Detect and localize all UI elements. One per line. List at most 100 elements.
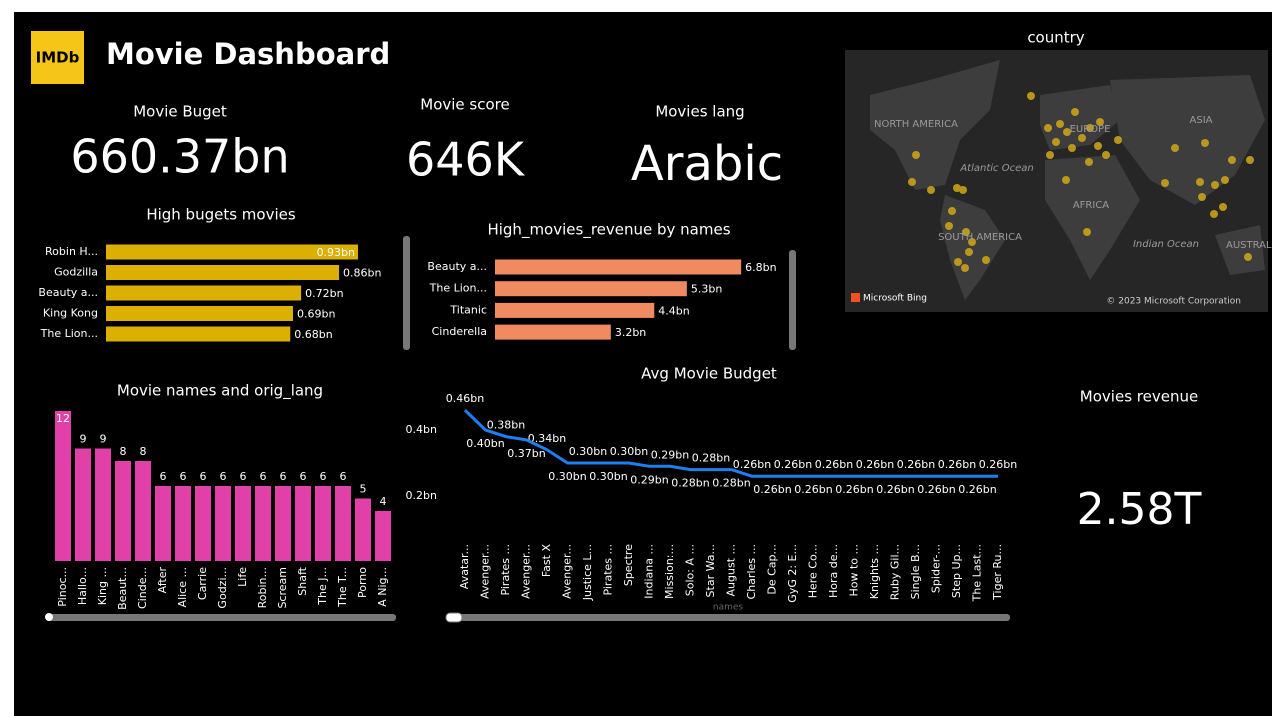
y-tick-label: 0.4bn (406, 423, 437, 436)
category-label: Here Co... (807, 544, 820, 598)
data-label: 0.72bn (305, 287, 343, 300)
data-label: 0.26bn (815, 458, 853, 471)
data-label: 0.26bn (835, 483, 873, 496)
category-label: Indiana ... (643, 544, 656, 599)
category-label: Avenger... (479, 544, 492, 599)
category-label: Spider-... (930, 544, 943, 593)
bar (215, 486, 231, 561)
map-copyright: © 2023 Microsoft Corporation (1106, 297, 1241, 307)
map-label: ASIA (1190, 115, 1213, 126)
category-label: Shaft (296, 566, 309, 595)
data-label: 0.69bn (297, 308, 335, 321)
bar (106, 265, 340, 280)
category-label: Cinderella (432, 325, 487, 338)
card-value: 660.37bn (70, 130, 289, 184)
scroll-handle[interactable] (445, 612, 463, 623)
data-label: 4 (380, 495, 387, 508)
data-label: 0.30bn (610, 445, 648, 458)
data-label: 4.4bn (658, 304, 689, 317)
category-label: Life (236, 567, 249, 587)
bing-icon (851, 293, 860, 302)
land (870, 60, 1000, 190)
category-label: Beauty a... (427, 260, 487, 273)
data-label: 6 (320, 470, 327, 483)
data-label: 0.30bn (548, 470, 586, 483)
bar (255, 486, 271, 561)
scrollbar[interactable] (446, 614, 1010, 621)
category-label: Robin H... (45, 245, 98, 258)
bar (135, 461, 151, 561)
bar (106, 285, 302, 301)
scrollbar[interactable] (789, 250, 796, 350)
data-label: 0.26bn (958, 483, 996, 496)
data-label: 0.86bn (343, 267, 381, 280)
category-label: The Lion... (429, 282, 487, 295)
dashboard-title: Movie Dashboard (106, 37, 390, 71)
chart-title: Avg Movie Budget (641, 365, 777, 383)
category-label: The J... (316, 567, 329, 606)
category-label: Beauty a... (38, 286, 98, 299)
data-label: 0.26bn (733, 458, 771, 471)
bar (95, 448, 111, 561)
category-label: The T... (336, 567, 349, 608)
data-label: 0.30bn (589, 470, 627, 483)
bar (106, 244, 359, 260)
category-label: Tiger Ru... (991, 544, 1004, 601)
bar (235, 486, 251, 561)
card-label: Movie Buget (133, 103, 227, 121)
data-label: 6 (260, 470, 267, 483)
bar (495, 281, 687, 297)
bar (495, 302, 655, 318)
map-label: SOUTH AMERICA (938, 232, 1022, 243)
data-label: 9 (80, 433, 87, 446)
category-label: Mission:... (663, 544, 676, 599)
data-label: 0.26bn (794, 483, 832, 496)
category-label: Ruby Gil... (889, 544, 902, 600)
card-value: Arabic (631, 136, 783, 192)
scrollbar[interactable] (46, 614, 396, 621)
category-label: Pinoc... (56, 567, 69, 607)
category-label: The Last... (971, 544, 984, 602)
category-label: Hallo... (76, 567, 89, 605)
data-label: 0.29bn (651, 448, 689, 461)
chart-title: Movie names and orig_lang (117, 382, 323, 401)
category-label: Single B... (909, 544, 922, 599)
bar (155, 486, 171, 561)
category-label: Fast X (540, 544, 553, 578)
card-label: Movies lang (655, 103, 744, 121)
data-label: 0.34bn (528, 432, 566, 445)
data-label: 12 (56, 412, 70, 425)
data-label: 6 (220, 470, 227, 483)
category-label: Avatar... (458, 544, 471, 589)
bar (195, 486, 211, 561)
bar (115, 461, 131, 561)
x-axis-label: names (713, 603, 744, 613)
data-label: 6 (300, 470, 307, 483)
map: NORTH AMERICA EUROPE ASIA Atlantic Ocean… (845, 50, 1272, 312)
chart-title: High bugets movies (146, 206, 296, 224)
category-label: The Lion... (40, 327, 98, 340)
data-label: 6 (340, 470, 347, 483)
data-label: 0.26bn (856, 458, 894, 471)
category-label: After (156, 567, 169, 594)
bar (106, 326, 291, 342)
card-label: Movie score (420, 96, 509, 114)
scroll-handle[interactable] (45, 613, 53, 621)
category-label: Justice L... (581, 544, 594, 601)
land (1040, 85, 1120, 150)
data-label: 6.8bn (745, 261, 776, 274)
data-label: 0.30bn (569, 445, 607, 458)
category-label: Carrie (196, 567, 209, 600)
scrollbar[interactable] (403, 236, 410, 350)
bar (375, 511, 391, 561)
data-label: 0.26bn (753, 483, 791, 496)
category-label: Avenger... (561, 544, 574, 599)
bar (175, 486, 191, 561)
bar (355, 498, 371, 561)
map-label: Indian Ocean (1133, 239, 1199, 250)
category-label: Solo: A ... (684, 544, 697, 596)
category-label: Godzi... (216, 567, 229, 609)
data-label: 0.68bn (294, 328, 332, 341)
category-label: Pirates ... (602, 544, 615, 596)
